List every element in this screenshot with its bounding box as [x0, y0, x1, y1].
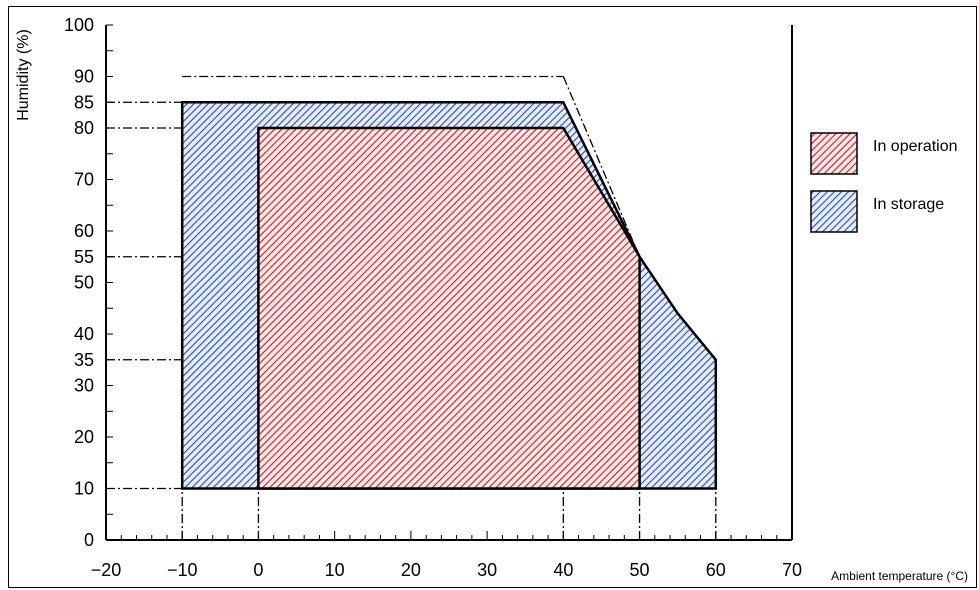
y-tick-label: 0 — [84, 530, 94, 550]
legend-swatch-storage — [810, 190, 858, 233]
y-tick-label: 10 — [74, 479, 94, 499]
y-tick-label: 30 — [74, 376, 94, 396]
y-tick-label: 55 — [74, 247, 94, 267]
y-tick-label: 20 — [74, 427, 94, 447]
x-tick-label: −10 — [167, 560, 198, 580]
area-in-operation — [257, 126, 641, 490]
y-tick-label: 60 — [74, 221, 94, 241]
y-axis-label: Humidity (%) — [15, 29, 32, 121]
area-series — [180, 101, 718, 490]
x-tick-label: 40 — [553, 560, 573, 580]
y-tick-label: 90 — [74, 67, 94, 87]
y-tick-label: 40 — [74, 324, 94, 344]
x-tick-label: −20 — [91, 560, 122, 580]
legend: In operation In storage — [810, 132, 958, 233]
x-tick-label: 50 — [630, 560, 650, 580]
ticks: −20 −10 0 10 20 30 40 50 60 70 0 10 20 30 35 40 50 55 60 70… — [64, 15, 802, 580]
legend-label-storage: In storage — [873, 196, 944, 213]
x-tick-label: 60 — [706, 560, 726, 580]
y-tick-label: 35 — [74, 350, 94, 370]
x-axis-label: Ambient temperature (°C) — [831, 569, 968, 583]
x-tick-label: 10 — [325, 560, 345, 580]
legend-swatch-operation — [810, 132, 858, 175]
x-tick-label: 70 — [782, 560, 802, 580]
y-tick-label: 50 — [74, 273, 94, 293]
x-tick-label: 30 — [477, 560, 497, 580]
ref-line-1 — [562, 76, 641, 258]
y-tick-label: 85 — [74, 92, 94, 112]
y-tick-label: 70 — [74, 170, 94, 190]
legend-label-operation: In operation — [873, 138, 958, 155]
x-tick-label: 0 — [253, 560, 263, 580]
chart-frame — [8, 6, 977, 588]
y-tick-label: 100 — [64, 15, 94, 35]
x-tick-label: 20 — [401, 560, 421, 580]
y-tick-label: 80 — [74, 118, 94, 138]
